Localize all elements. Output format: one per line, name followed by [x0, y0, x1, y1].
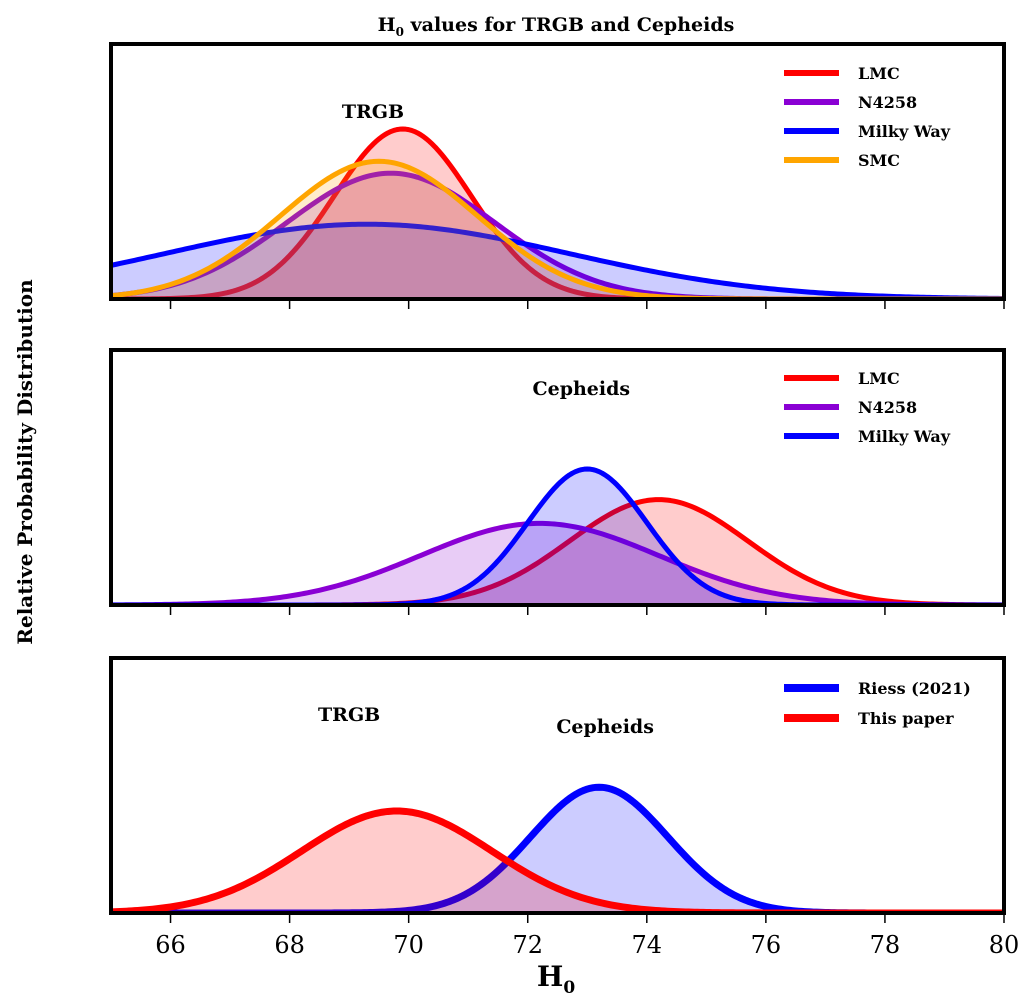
annotation-label: Cepheids: [556, 716, 654, 738]
x-tick-label: 70: [393, 931, 424, 959]
x-tick-label: 66: [155, 931, 186, 959]
legend-label: Milky Way: [858, 427, 951, 446]
panel-comparison: TRGB Cepheids Riess (2021) This paper: [109, 656, 1006, 923]
legend-label: Riess (2021): [858, 679, 971, 698]
legend-label: LMC: [858, 369, 900, 388]
series-fill-milky-way: [111, 224, 1004, 299]
annotation-label: TRGB: [342, 101, 404, 123]
x-tick-label: 78: [870, 931, 901, 959]
series-fill-milky-way: [111, 469, 1004, 605]
series-fill-riess-2021-: [111, 787, 1004, 913]
series-fill-smc: [111, 161, 1004, 299]
legend-label: SMC: [858, 151, 900, 170]
legend-label: This paper: [858, 709, 954, 728]
x-axis-label: H0: [537, 960, 575, 994]
legend-label: Milky Way: [858, 122, 951, 141]
legend-label: N4258: [858, 93, 917, 112]
series-line-lmc: [111, 126, 1004, 299]
x-tick-label: 72: [512, 931, 543, 959]
chart-title: H0 values for TRGB and Cepheids: [378, 14, 735, 39]
x-tick-labels: 66 68 70 72 74 76 78 80: [155, 931, 1019, 959]
panel-frame: [109, 348, 1006, 607]
panel-frame: [109, 656, 1006, 915]
series-fill-n4258: [111, 523, 1004, 605]
y-axis-label: Relative Probability Distribution: [13, 279, 37, 645]
x-tick-label: 68: [274, 931, 305, 959]
x-tick-label: 76: [751, 931, 782, 959]
x-tick-label: 80: [989, 931, 1020, 959]
series-fill-lmc: [111, 129, 1004, 299]
annotation-label: TRGB: [318, 704, 380, 726]
legend-label: N4258: [858, 398, 917, 417]
series-fill-this-paper: [111, 811, 1004, 913]
series-line-lmc: [111, 497, 1004, 605]
series-line-this-paper: [111, 807, 1004, 913]
annotation-label: Cepheids: [533, 378, 631, 400]
series-fill-n4258: [111, 173, 1004, 299]
panel-cepheid-sources: Cepheids LMC N4258 Milky Way: [109, 348, 1006, 615]
legend-label: LMC: [858, 64, 900, 83]
panel-frame: [109, 42, 1006, 301]
x-tick-label: 74: [632, 931, 663, 959]
series-line-smc: [111, 158, 1004, 299]
panel-trgb-sources: TRGB LMC N4258 Milky Way SMC: [109, 42, 1006, 309]
